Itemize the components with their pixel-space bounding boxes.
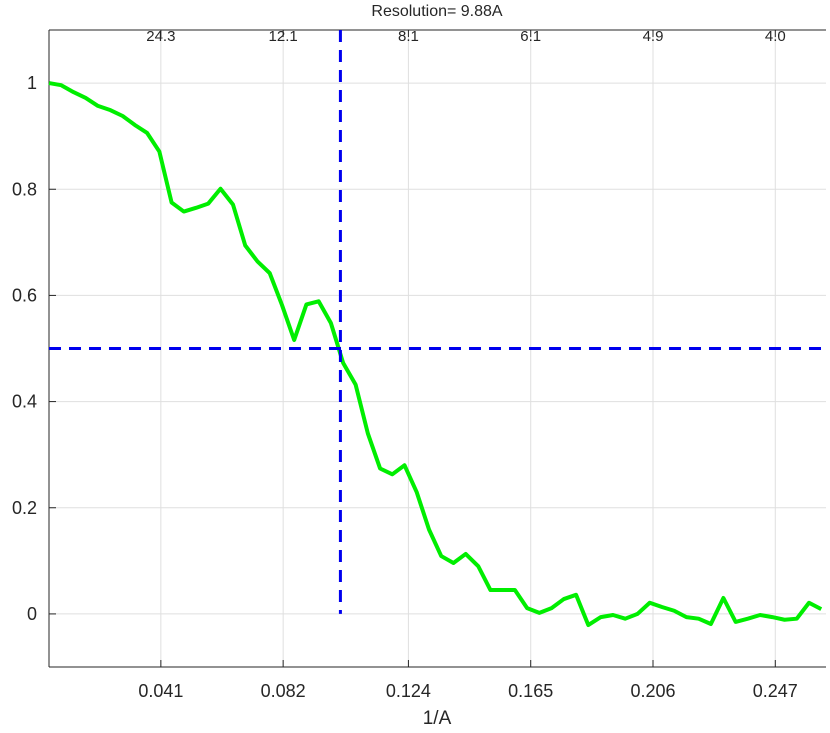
x-tick-label: 0.165 — [508, 681, 553, 701]
x2-tick-label: 8.1 — [398, 28, 419, 45]
x2-tick-label: 24.3 — [146, 28, 175, 45]
y-tick-label: 0.6 — [12, 285, 37, 305]
x2-tick-label: 4.9 — [643, 28, 664, 45]
x-tick-label: 0.082 — [261, 681, 306, 701]
y-tick-label: 0 — [27, 604, 37, 624]
y-tick-label: 1 — [27, 73, 37, 93]
x-tick-label: 0.247 — [753, 681, 798, 701]
y-tick-label: 0.2 — [12, 498, 37, 518]
y-tick-label: 0.4 — [12, 392, 37, 412]
x2-tick-label: 12.1 — [269, 28, 298, 45]
y-tick-label: 0.8 — [12, 179, 37, 199]
x2-tick-label: 4.0 — [765, 28, 786, 45]
x-tick-label: 0.041 — [138, 681, 183, 701]
x2-tick-label: 6.1 — [520, 28, 541, 45]
fsc-line — [48, 81, 823, 628]
chart-title: Resolution= 9.88A — [371, 3, 503, 20]
x-axis-label: 1/A — [423, 708, 452, 729]
x-tick-label: 0.206 — [630, 681, 675, 701]
x-tick-label: 0.124 — [386, 681, 431, 701]
